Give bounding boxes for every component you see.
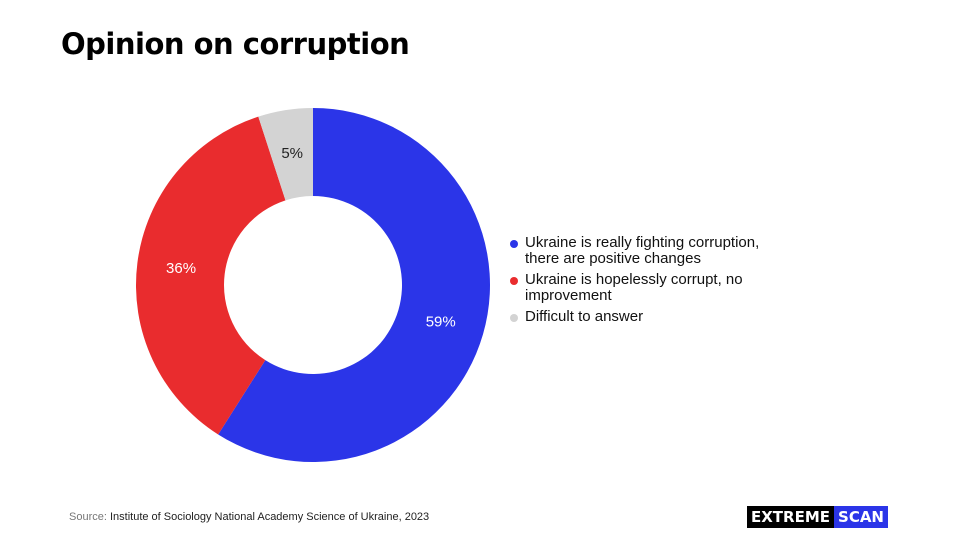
logo-part-extreme: EXTREME [747,506,835,528]
donut-slice-0 [218,108,490,462]
legend-label-1: Ukraine is hopelessly corrupt, no improve… [525,271,743,304]
legend-item-0: Ukraine is really fighting corruption, th… [510,235,810,267]
legend-label-0: Ukraine is really fighting corruption, th… [525,234,760,267]
legend-label-2: Difficult to answer [525,308,644,325]
source-text: Institute of Sociology National Academy … [109,511,430,523]
donut-slice-2 [258,108,313,201]
extreme-scan-logo: EXTREME SCAN [747,506,888,528]
chart-title: Opinion on corruption [61,27,410,61]
legend-marker-1 [510,277,518,285]
slice-value-label-1: 36% [166,260,196,277]
legend-marker-2 [510,314,518,322]
slice-value-label-0: 59% [426,314,456,331]
legend-item-1: Ukraine is hopelessly corrupt, no improve… [510,272,810,304]
chart-legend: Ukraine is really fighting corruption, th… [510,235,810,330]
legend-marker-0 [510,240,518,248]
donut-slice-1 [136,116,286,435]
logo-part-scan: SCAN [834,506,888,528]
legend-item-2: Difficult to answer [510,309,810,325]
source-prefix: Source: [69,511,107,523]
slice-value-label-2: 5% [281,145,303,162]
source-note: Source: Institute of Sociology National … [69,511,429,523]
